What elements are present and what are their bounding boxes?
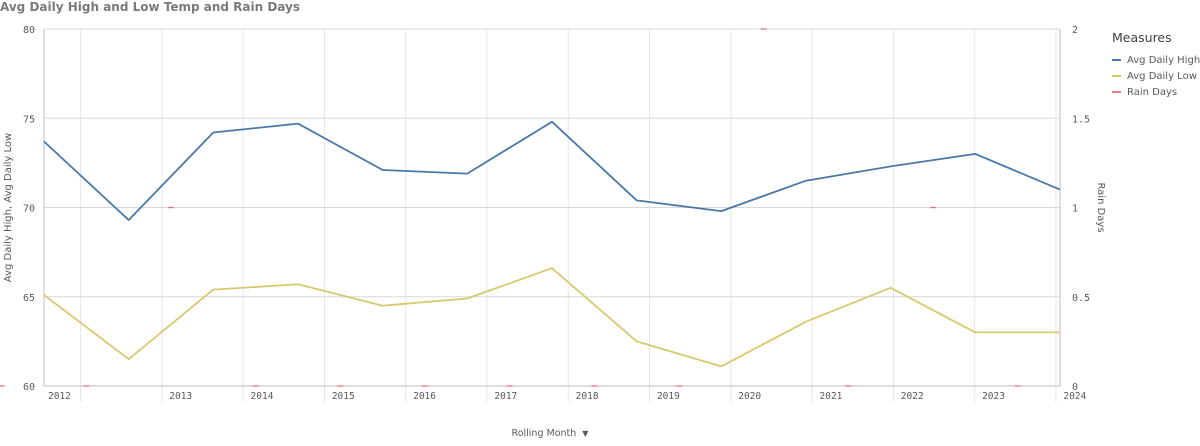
y2-tick-label: 1.5 — [1072, 114, 1090, 125]
y-tick-label: 75 — [23, 114, 35, 125]
series-line-avg-daily-low — [43, 267, 1060, 368]
legend-label: Rain Days — [1127, 86, 1178, 98]
y2-tick-label: 0.5 — [1072, 293, 1090, 304]
legend: Measures Avg Daily High Avg Daily Low Ra… — [1112, 30, 1200, 100]
chevron-down-icon: ▼ — [582, 429, 589, 438]
x-tick-label: 2013 — [169, 391, 192, 402]
x-tick-label: 2021 — [820, 391, 843, 402]
legend-swatch — [1112, 91, 1121, 93]
legend-item-rain-days[interactable]: Rain Days — [1112, 84, 1200, 100]
x-axis-title-button[interactable]: Rolling Month ▼ — [0, 428, 1100, 439]
x-tick-label: 2023 — [982, 391, 1005, 402]
y2-tick-label: 0 — [1072, 382, 1078, 393]
y-axis-title: Avg Daily High, Avg Daily Low — [3, 133, 14, 282]
x-tick-label: 2020 — [738, 391, 761, 402]
x-tick-label: 2012 — [48, 391, 71, 402]
x-tick-label: 2015 — [332, 391, 355, 402]
x-axis-title: Rolling Month — [511, 428, 577, 439]
x-tick-label: 2022 — [901, 391, 924, 402]
x-tick-label: 2018 — [576, 391, 599, 402]
y-tick-label: 60 — [23, 382, 35, 393]
x-tick-label: 2019 — [657, 391, 680, 402]
x-tick-label: 2024 — [1063, 391, 1086, 402]
x-tick-label: 2014 — [251, 391, 274, 402]
y2-tick-label: 1 — [1072, 204, 1078, 215]
legend-item-avg-daily-low[interactable]: Avg Daily Low — [1112, 68, 1200, 84]
legend-swatch — [1112, 59, 1121, 61]
legend-item-avg-daily-high[interactable]: Avg Daily High — [1112, 52, 1200, 68]
legend-title: Measures — [1112, 30, 1172, 45]
x-tick-label: 2017 — [494, 391, 517, 402]
x-tick-label: 2016 — [413, 391, 436, 402]
legend-label: Avg Daily High — [1127, 54, 1200, 66]
y2-tick-label: 2 — [1072, 25, 1078, 36]
y2-axis-title: Rain Days — [1095, 182, 1106, 232]
series-line-avg-daily-high — [43, 120, 1061, 221]
legend-label: Avg Daily Low — [1127, 70, 1197, 82]
chart-title: Avg Daily High and Low Temp and Rain Day… — [0, 0, 300, 14]
legend-swatch — [1112, 75, 1121, 77]
y-tick-label: 70 — [23, 204, 35, 215]
y-tick-label: 80 — [23, 25, 35, 36]
y-tick-label: 65 — [23, 293, 35, 304]
